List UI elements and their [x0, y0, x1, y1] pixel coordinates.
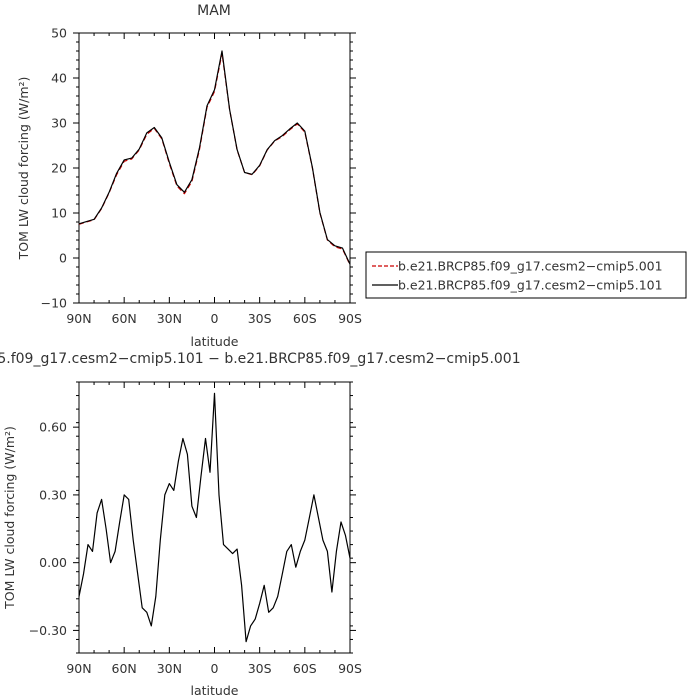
x-tick-label: 60N — [112, 311, 137, 326]
x-tick-label: 60S — [293, 661, 317, 676]
y-tick-label: 0.60 — [39, 420, 67, 435]
series-line-1 — [78, 52, 351, 266]
x-tick-label: 90N — [66, 661, 91, 676]
x-tick-label: 30S — [248, 661, 272, 676]
x-tick-label: 90N — [66, 311, 91, 326]
y-tick-label: −10 — [41, 296, 67, 311]
x-tick-label: 90S — [338, 311, 362, 326]
x-tick-label: 30N — [157, 311, 182, 326]
chart-title: MAM — [197, 3, 231, 19]
x-tick-label: 90S — [338, 661, 362, 676]
legend-label-1: b.e21.BRCP85.f09_g17.cesm2−cmip5.001 — [398, 259, 663, 274]
x-axis-label: latitude — [191, 334, 239, 349]
y-tick-label: 50 — [51, 26, 67, 41]
y-tick-label: 30 — [51, 116, 67, 131]
x-tick-label: 60N — [112, 661, 137, 676]
y-axis-label: TOM LW cloud forcing (W/m²) — [16, 77, 31, 261]
y-tick-label: 10 — [51, 206, 67, 221]
x-axis-label: latitude — [191, 683, 239, 698]
x-tick-label: 0 — [211, 311, 219, 326]
x-tick-label: 60S — [293, 311, 317, 326]
chart-title: b.e21.BRCP85.f09_g17.cesm2−cmip5.101 − b… — [0, 351, 521, 367]
series-line-2 — [78, 50, 351, 265]
y-tick-label: −0.30 — [29, 623, 67, 638]
y-axis-label: TOM LW cloud forcing (W/m²) — [2, 426, 17, 610]
legend-label-2: b.e21.BRCP85.f09_g17.cesm2−cmip5.101 — [398, 278, 663, 293]
y-tick-label: 0 — [59, 251, 67, 266]
x-tick-label: 30N — [157, 661, 182, 676]
y-tick-label: 40 — [51, 71, 67, 86]
x-tick-label: 0 — [211, 661, 219, 676]
y-tick-label: 20 — [51, 161, 67, 176]
series-line-1 — [78, 392, 351, 643]
x-tick-label: 30S — [248, 311, 272, 326]
y-tick-label: 0.00 — [39, 555, 67, 570]
y-tick-label: 0.30 — [39, 487, 67, 502]
legend-box — [365, 251, 687, 299]
